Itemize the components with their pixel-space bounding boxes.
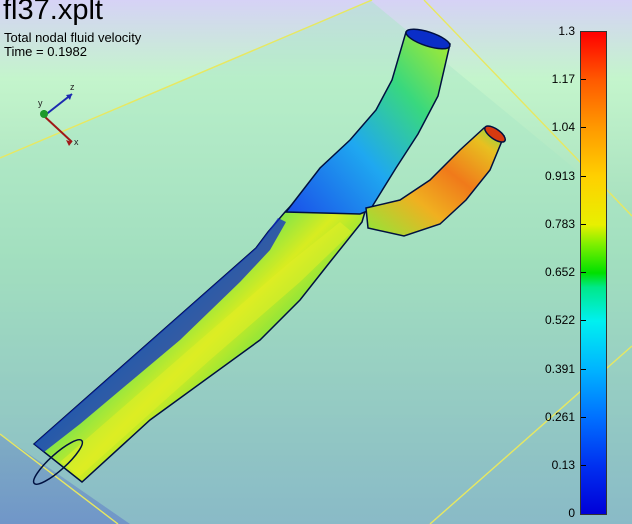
- plot-subtitle: Total nodal fluid velocity: [4, 30, 142, 45]
- colorbar-tick: [581, 176, 586, 177]
- colorbar-label: 0.13: [551, 458, 575, 472]
- triad-y-label: y: [38, 98, 43, 108]
- colorbar-tick: [581, 224, 586, 225]
- colorbar-tick: [581, 369, 586, 370]
- colorbar-tick: [581, 127, 586, 128]
- colorbar-label: 0.913: [544, 169, 575, 183]
- colorbar-label: 1.3: [558, 24, 575, 38]
- colorbar-label: 0.783: [544, 217, 575, 231]
- vessel-right-branch: [365, 127, 505, 237]
- colorbar-tick: [581, 465, 586, 466]
- colorbar-tick: [581, 417, 586, 418]
- colorbar-label: 0: [568, 506, 575, 520]
- colorbar-tick: [581, 79, 586, 80]
- time-label: Time = 0.1982: [4, 44, 87, 59]
- colorbar-tick: [581, 272, 586, 273]
- colorbar-tick: [581, 320, 586, 321]
- colorbar: [580, 31, 607, 515]
- colorbar-label: 1.17: [551, 72, 575, 86]
- colorbar-label: 0.261: [544, 410, 575, 424]
- colorbar-label: 0.522: [544, 313, 575, 327]
- axis-triad: y z x: [38, 82, 79, 147]
- colorbar-label: 0.652: [544, 265, 575, 279]
- plot-title: fl37.xplt: [3, 0, 103, 26]
- triad-z-label: z: [70, 82, 75, 92]
- colorbar-label: 0.391: [544, 362, 575, 376]
- triad-x-label: x: [74, 137, 79, 147]
- colorbar-label: 1.04: [551, 120, 575, 134]
